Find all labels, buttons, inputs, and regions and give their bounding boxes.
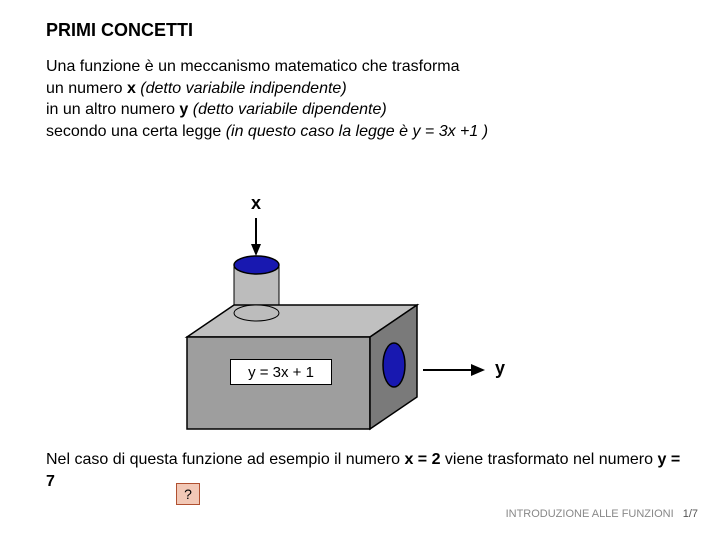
cylinder-base-on-box [234, 305, 279, 321]
intro-line4b: (in questo caso la legge è y = 3x +1 ) [226, 123, 488, 140]
intro-y: y [179, 101, 188, 118]
footer-label: INTRODUZIONE ALLE FUNZIONI [506, 508, 674, 520]
footer: INTRODUZIONE ALLE FUNZIONI 1/7 [506, 508, 698, 520]
y-label: y [495, 358, 505, 379]
bottom-x2: x = 2 [404, 451, 440, 468]
bottom-a: Nel caso di questa funzione ad esempio i… [46, 451, 404, 468]
page-title: PRIMI CONCETTI [46, 20, 193, 41]
bottom-paragraph: Nel caso di questa funzione ad esempio i… [46, 449, 686, 492]
intro-line4a: secondo una certa legge [46, 123, 226, 140]
equation-text: y = 3x + 1 [248, 364, 314, 381]
intro-line2b: (detto variabile indipendente) [136, 80, 347, 97]
cylinder-top [234, 256, 279, 274]
intro-line2a: un numero [46, 80, 127, 97]
question-button[interactable]: ? [176, 483, 200, 505]
intro-line3a: in un altro numero [46, 101, 179, 118]
bottom-b: viene trasformato nel numero [440, 451, 657, 468]
intro-line3b: (detto variabile dipendente) [188, 101, 386, 118]
page-number: 1/7 [683, 508, 698, 520]
intro-x: x [127, 80, 136, 97]
output-arrow-head [471, 364, 485, 376]
equation-box: y = 3x + 1 [230, 359, 332, 385]
input-arrow-head [251, 244, 261, 256]
output-port [383, 343, 405, 387]
intro-paragraph: Una funzione è un meccanismo matematico … [46, 56, 488, 142]
intro-line1: Una funzione è un meccanismo matematico … [46, 58, 460, 75]
function-machine-diagram [165, 210, 505, 440]
